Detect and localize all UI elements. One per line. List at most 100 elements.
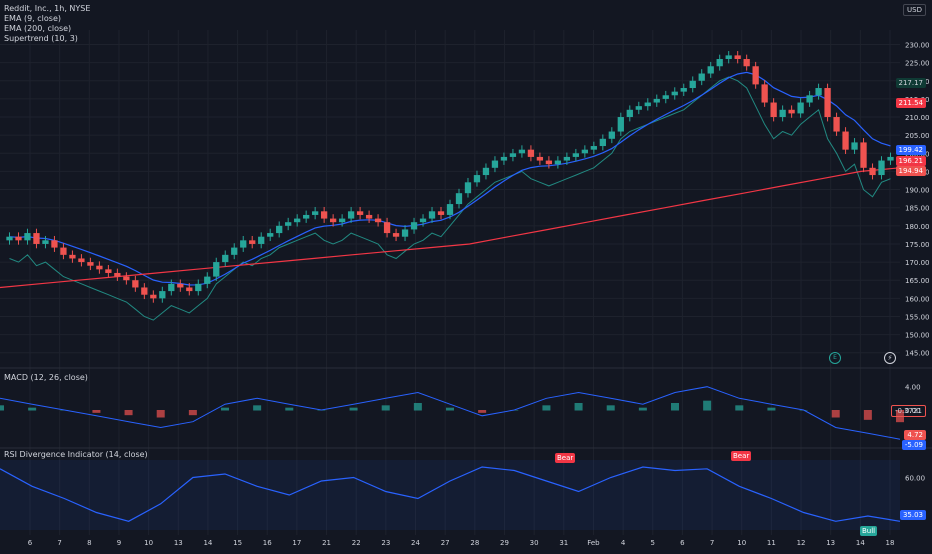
candle-body: [24, 233, 31, 241]
x-tick-label: 28: [470, 539, 479, 547]
candle-body: [671, 91, 678, 96]
candle-body: [312, 211, 319, 215]
candle-body: [527, 149, 535, 157]
candle-body: [437, 211, 445, 215]
candle-body: [419, 218, 427, 223]
macd-histogram-bar: [767, 407, 776, 411]
supertrend-line: [9, 76, 891, 321]
x-tick-label: 29: [500, 539, 509, 547]
candle-body: [374, 218, 382, 223]
x-tick-label: 7: [57, 539, 61, 547]
ema-slow-price-tag: 196.21: [895, 156, 926, 166]
macd-y-label: 0.00: [905, 407, 921, 415]
candle-body: [554, 160, 562, 165]
macd-histogram-bar: [0, 405, 4, 411]
x-tick-label: 31: [559, 539, 568, 547]
x-tick-label: 23: [381, 539, 390, 547]
candle-body: [267, 233, 274, 237]
rsi-value-tag: 35.03: [899, 510, 926, 520]
macd-histogram-bar: [735, 405, 744, 411]
candle-body: [15, 236, 22, 241]
earnings-icon[interactable]: E: [829, 352, 841, 364]
candle-body: [240, 240, 247, 248]
candle-body: [500, 156, 508, 161]
candle-body: [851, 142, 858, 150]
x-tick-label: 6: [680, 539, 685, 547]
x-tick-label: 27: [441, 539, 450, 547]
candle-body: [608, 131, 615, 139]
currency-button[interactable]: USD: [903, 4, 926, 16]
candle-body: [689, 80, 696, 89]
y-tick-label: 225.00: [905, 60, 930, 68]
x-tick-label: 14: [856, 539, 865, 547]
candle-body: [545, 160, 553, 165]
x-tick-label: 21: [322, 539, 331, 547]
macd-histogram-bar: [574, 403, 583, 411]
candle-body: [249, 240, 256, 244]
candle-body: [294, 218, 301, 223]
x-tick-label: 12: [797, 539, 806, 547]
macd-histogram-bar: [446, 407, 454, 411]
macd-title: MACD (12, 26, close): [4, 373, 88, 382]
candle-body: [860, 142, 867, 168]
dividend-lightning-icon[interactable]: ⚡: [884, 352, 896, 364]
candle-body: [60, 247, 67, 255]
candle-body: [590, 146, 597, 150]
x-tick-label: 16: [263, 539, 272, 547]
y-tick-label: 190.00: [905, 187, 930, 195]
candle-body: [698, 73, 705, 81]
candle-body: [132, 280, 139, 288]
macd-line: [0, 386, 901, 440]
macd-histogram-bar: [478, 410, 487, 413]
symbol-title: Reddit, Inc., 1h, NYSE: [4, 4, 91, 13]
candle-body: [635, 106, 642, 110]
candle-body: [33, 233, 40, 244]
macd-histogram-bar: [124, 410, 133, 416]
macd-histogram-bar: [863, 410, 872, 420]
candle-body: [258, 236, 265, 244]
y-tick-label: 155.00: [905, 313, 930, 321]
macd-histogram-bar: [381, 405, 390, 411]
y-tick-label: 185.00: [905, 205, 930, 213]
candle-body: [428, 211, 436, 219]
x-tick-label: 6: [28, 539, 33, 547]
x-tick-label: 18: [886, 539, 895, 547]
candle-body: [680, 88, 687, 92]
candle-body: [96, 265, 103, 270]
macd-histogram-bar: [542, 405, 551, 411]
candle-body: [518, 149, 526, 154]
macd-histogram-bar: [671, 403, 679, 411]
y-tick-label: 210.00: [905, 114, 930, 122]
x-tick-label: 13: [174, 539, 183, 547]
y-tick-label: 205.00: [905, 132, 930, 140]
ema-slow-legend: EMA (200, close): [4, 24, 72, 33]
bid-price-tag: 194.94: [895, 166, 926, 176]
macd-y-label: 4.00: [905, 384, 921, 392]
rsi-y-label: 60.00: [905, 475, 925, 483]
candle-body: [320, 211, 328, 219]
candle-body: [788, 109, 795, 114]
candle-body: [222, 254, 229, 263]
y-tick-label: 150.00: [905, 332, 930, 340]
supertrend-legend: Supertrend (10, 3): [4, 34, 78, 43]
supertrend-price-tag: 211.54: [895, 98, 926, 108]
candle-body: [869, 167, 876, 176]
candle-body: [338, 218, 346, 223]
candle-body: [51, 240, 58, 248]
rsi-title: RSI Divergence Indicator (14, close): [4, 450, 148, 459]
candle-body: [204, 276, 211, 284]
rsi-bear-label-2: Bear: [731, 451, 752, 461]
candle-body: [141, 287, 148, 295]
candle-body: [42, 240, 49, 244]
candle-body: [114, 272, 121, 277]
candle-body: [761, 84, 768, 103]
candle-body: [446, 204, 454, 215]
last-price-tag: 199.42: [895, 145, 926, 155]
candle-body: [491, 160, 499, 168]
x-tick-label: 10: [737, 539, 746, 547]
x-tick-label: 30: [530, 539, 539, 547]
candle-body: [231, 247, 238, 255]
x-tick-label: 17: [292, 539, 301, 547]
x-tick-label: 13: [826, 539, 835, 547]
